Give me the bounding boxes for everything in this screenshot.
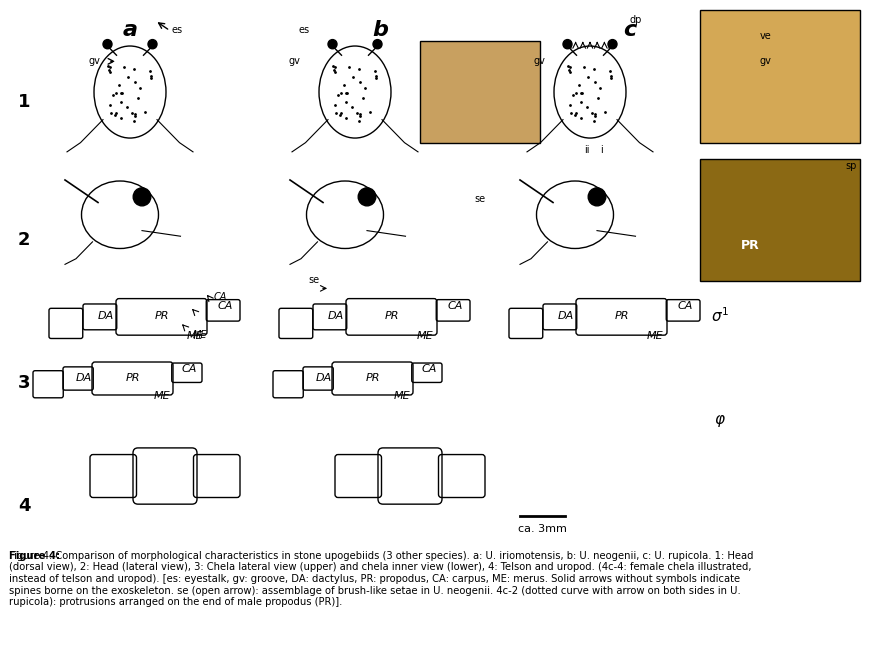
Text: gv: gv — [760, 56, 772, 67]
Circle shape — [608, 40, 617, 49]
Text: DA: DA — [558, 311, 575, 321]
Text: $\varphi$: $\varphi$ — [714, 413, 726, 430]
Text: PR: PR — [614, 311, 629, 321]
Text: 1: 1 — [18, 93, 30, 111]
Text: PR: PR — [365, 373, 380, 383]
Text: ME: ME — [417, 332, 434, 342]
Text: CA: CA — [217, 301, 233, 311]
FancyBboxPatch shape — [420, 41, 540, 143]
Circle shape — [358, 188, 376, 206]
Text: i: i — [600, 146, 602, 155]
Text: DA: DA — [315, 373, 331, 383]
Circle shape — [588, 188, 606, 206]
Text: se: se — [474, 195, 486, 204]
Text: sp: sp — [845, 161, 856, 170]
Text: gv: gv — [288, 56, 300, 67]
Text: 2: 2 — [18, 231, 30, 249]
FancyBboxPatch shape — [700, 10, 860, 143]
Text: CA: CA — [677, 301, 693, 311]
Text: ME: ME — [192, 330, 208, 340]
Text: ve: ve — [760, 31, 772, 40]
Text: 3: 3 — [18, 374, 30, 392]
Text: se: se — [309, 276, 320, 285]
Text: PR: PR — [126, 373, 140, 383]
Circle shape — [103, 40, 112, 49]
Text: DA: DA — [98, 311, 114, 321]
Text: ME: ME — [394, 390, 411, 401]
Text: CA: CA — [421, 364, 437, 374]
Text: $\sigma^1$: $\sigma^1$ — [711, 306, 729, 325]
Text: gv: gv — [88, 56, 100, 67]
Text: c: c — [624, 20, 637, 40]
Text: Figure 4: Comparison of morphological characteristics in stone upogebiids (3 oth: Figure 4: Comparison of morphological ch… — [9, 551, 754, 607]
Text: b: b — [372, 20, 388, 40]
Text: CA: CA — [447, 301, 463, 311]
Text: ii: ii — [584, 146, 590, 155]
Text: gv: gv — [533, 56, 545, 67]
Text: PR: PR — [384, 311, 399, 321]
Circle shape — [148, 40, 157, 49]
Text: 4: 4 — [18, 497, 30, 515]
Text: ca. 3mm: ca. 3mm — [518, 524, 567, 534]
Text: es: es — [298, 25, 310, 35]
Text: DA: DA — [76, 373, 92, 383]
Text: PR: PR — [740, 239, 759, 252]
Text: CA: CA — [213, 291, 226, 302]
Text: PR: PR — [154, 311, 168, 321]
Circle shape — [373, 40, 382, 49]
Text: ME: ME — [647, 332, 664, 342]
Circle shape — [563, 40, 572, 49]
FancyBboxPatch shape — [700, 159, 860, 281]
Circle shape — [133, 188, 151, 206]
Text: dp: dp — [630, 16, 642, 25]
Text: a: a — [122, 20, 137, 40]
Text: es: es — [172, 25, 184, 35]
Text: ME: ME — [187, 332, 204, 342]
Text: ME: ME — [154, 390, 171, 401]
Text: CA: CA — [181, 364, 196, 374]
Circle shape — [328, 40, 337, 49]
Text: Figure 4:: Figure 4: — [9, 551, 60, 561]
Text: DA: DA — [328, 311, 345, 321]
